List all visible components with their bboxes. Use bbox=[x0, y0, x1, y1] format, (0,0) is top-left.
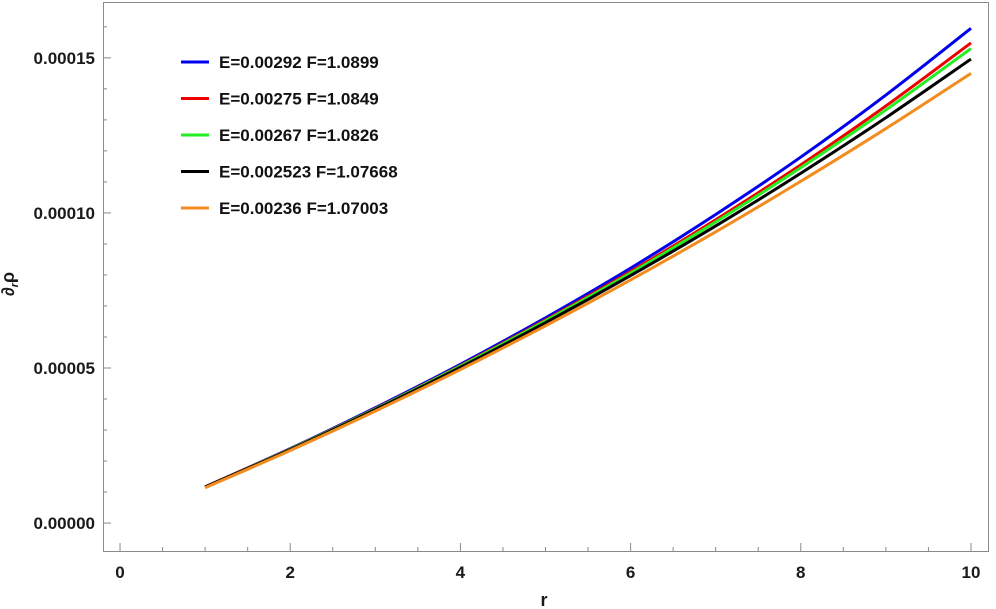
legend-label: E=0.00267 F=1.0826 bbox=[219, 126, 379, 145]
series-line-2 bbox=[204, 41, 972, 489]
y-axis-title-sub: r bbox=[9, 282, 21, 287]
legend-label: E=0.00275 F=1.0849 bbox=[219, 90, 379, 109]
series-layer bbox=[204, 27, 972, 490]
x-tick-label: 10 bbox=[962, 563, 981, 582]
plot-frame bbox=[103, 2, 989, 552]
x-tick-label: 0 bbox=[115, 563, 124, 582]
x-tick-label: 6 bbox=[626, 563, 635, 582]
y-tick-label: 0.00010 bbox=[34, 204, 95, 223]
x-axis: 0 2 4 6 8 10 bbox=[115, 543, 980, 582]
series-line-5 bbox=[204, 72, 972, 490]
x-tick-label: 8 bbox=[796, 563, 805, 582]
x-tick-label: 4 bbox=[456, 563, 466, 582]
series-line-4 bbox=[204, 57, 972, 489]
y-axis-title-main: ∂ bbox=[0, 287, 18, 296]
legend-label: E=0.002523 F=1.07668 bbox=[219, 163, 398, 182]
legend-label: E=0.00292 F=1.0899 bbox=[219, 53, 379, 72]
y-tick-label: 0.00015 bbox=[34, 49, 95, 68]
series-line-3 bbox=[204, 47, 972, 489]
y-axis-title-end: ρ bbox=[0, 272, 18, 283]
x-tick-label: 2 bbox=[285, 563, 294, 582]
y-axis: 0.00000 0.00005 0.00010 0.00015 bbox=[34, 26, 111, 533]
legend-label: E=0.00236 F=1.07003 bbox=[219, 199, 388, 218]
y-tick-label: 0.00000 bbox=[34, 514, 95, 533]
y-tick-label: 0.00005 bbox=[34, 359, 95, 378]
x-axis-title: r bbox=[540, 590, 547, 609]
legend: E=0.00292 F=1.0899 E=0.00275 F=1.0849 E=0.… bbox=[181, 53, 398, 218]
y-axis-title: ∂rρ bbox=[0, 272, 21, 296]
